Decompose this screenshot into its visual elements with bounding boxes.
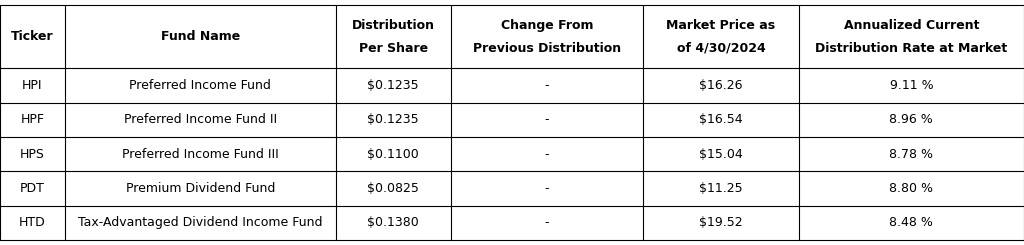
Text: $0.0825: $0.0825: [368, 182, 419, 195]
Text: Previous Distribution: Previous Distribution: [473, 42, 621, 55]
Text: HPS: HPS: [19, 148, 45, 161]
Text: HPI: HPI: [22, 79, 43, 92]
Text: Ticker: Ticker: [11, 30, 53, 43]
Text: $15.04: $15.04: [699, 148, 742, 161]
Text: Change From: Change From: [501, 19, 593, 32]
Text: 8.48 %: 8.48 %: [890, 216, 933, 229]
Text: $0.1100: $0.1100: [368, 148, 419, 161]
Text: Preferred Income Fund III: Preferred Income Fund III: [122, 148, 279, 161]
Text: 8.80 %: 8.80 %: [890, 182, 933, 195]
Text: $0.1235: $0.1235: [368, 113, 419, 126]
Text: -: -: [545, 216, 549, 229]
Text: -: -: [545, 113, 549, 126]
Text: of 4/30/2024: of 4/30/2024: [677, 42, 765, 55]
Text: Premium Dividend Fund: Premium Dividend Fund: [126, 182, 274, 195]
Text: Distribution Rate at Market: Distribution Rate at Market: [815, 42, 1008, 55]
Text: 9.11 %: 9.11 %: [890, 79, 933, 92]
Text: -: -: [545, 148, 549, 161]
Text: Distribution: Distribution: [351, 19, 435, 32]
Text: Preferred Income Fund: Preferred Income Fund: [129, 79, 271, 92]
Text: Tax-Advantaged Dividend Income Fund: Tax-Advantaged Dividend Income Fund: [78, 216, 323, 229]
Text: Annualized Current: Annualized Current: [844, 19, 979, 32]
Text: 8.96 %: 8.96 %: [890, 113, 933, 126]
Text: $0.1235: $0.1235: [368, 79, 419, 92]
Text: Fund Name: Fund Name: [161, 30, 240, 43]
Text: $19.52: $19.52: [699, 216, 742, 229]
Text: -: -: [545, 182, 549, 195]
Text: PDT: PDT: [19, 182, 45, 195]
Text: Per Share: Per Share: [358, 42, 428, 55]
Text: HPF: HPF: [20, 113, 44, 126]
Text: $16.26: $16.26: [699, 79, 742, 92]
Text: 8.78 %: 8.78 %: [890, 148, 933, 161]
Text: $0.1380: $0.1380: [368, 216, 419, 229]
Text: HTD: HTD: [18, 216, 46, 229]
Text: -: -: [545, 79, 549, 92]
Text: Preferred Income Fund II: Preferred Income Fund II: [124, 113, 276, 126]
Text: Market Price as: Market Price as: [667, 19, 775, 32]
Text: $11.25: $11.25: [699, 182, 742, 195]
Text: $16.54: $16.54: [699, 113, 742, 126]
